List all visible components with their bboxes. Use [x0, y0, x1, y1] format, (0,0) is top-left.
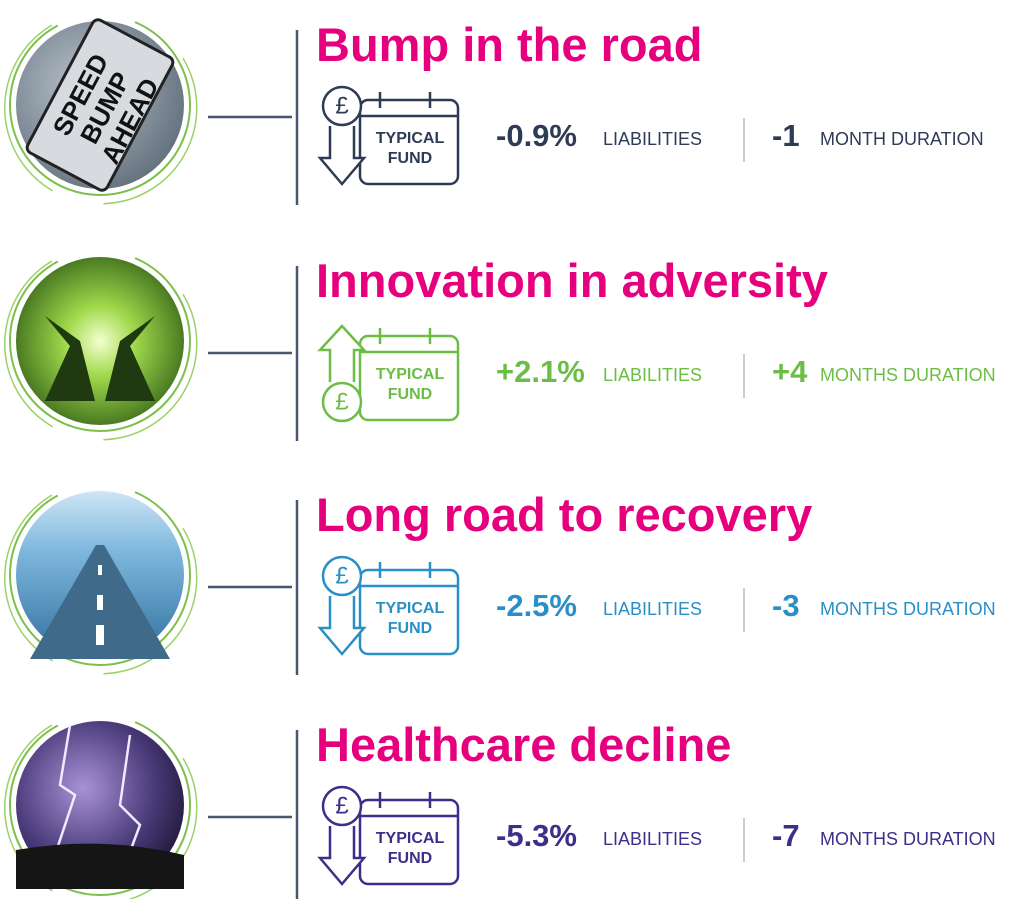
arrow	[320, 326, 364, 382]
fund-icon: TYPICAL FUND £	[320, 87, 458, 184]
scenario: Innovation in adversity TYPICAL FUND £ +2.1%…	[0, 213, 996, 475]
ground	[16, 844, 184, 889]
liabilities-label: LIABILITIES	[603, 829, 702, 849]
liabilities-label: LIABILITIES	[603, 599, 702, 619]
photo	[16, 257, 184, 425]
icon-line2: FUND	[388, 386, 432, 403]
icon-line1: TYPICAL	[376, 600, 445, 617]
icon-line1: TYPICAL	[376, 130, 445, 147]
scenario: Long road to recovery TYPICAL FUND £ -2.5% LI…	[0, 447, 996, 709]
icon-line2: FUND	[388, 620, 432, 637]
icon-line2: FUND	[388, 150, 432, 167]
liabilities-label: LIABILITIES	[603, 365, 702, 385]
duration-value: -1	[772, 118, 800, 153]
liabilities-value: +2.1%	[496, 354, 585, 389]
currency: £	[335, 792, 348, 819]
road-mark	[96, 625, 104, 645]
currency: £	[335, 92, 348, 119]
fund-icon: TYPICAL FUND £	[320, 557, 458, 654]
fund-icon: TYPICAL FUND £	[320, 787, 458, 884]
arrow	[320, 596, 364, 654]
duration-label: MONTHS DURATION	[820, 829, 996, 849]
currency: £	[335, 388, 348, 415]
liabilities-value: -5.3%	[496, 818, 577, 853]
icon-line1: TYPICAL	[376, 366, 445, 383]
duration-value: +4	[772, 354, 808, 389]
page: SPEEDBUMPAHEADBump in the roadTYPICALFUN…	[0, 0, 1025, 899]
arrow	[320, 826, 364, 884]
scenario-title: Healthcare decline	[316, 718, 731, 771]
liabilities-value: -2.5%	[496, 588, 577, 623]
liabilities-value: -0.9%	[496, 118, 577, 153]
infographic: SPEEDBUMPAHEADBump in the roadTYPICALFUN…	[0, 0, 1025, 899]
duration-label: MONTHS DURATION	[820, 599, 996, 619]
scenario-title: Long road to recovery	[316, 488, 812, 541]
road-mark	[98, 565, 102, 575]
fund-icon: TYPICAL FUND £	[320, 326, 458, 421]
road-mark	[97, 595, 103, 610]
scenario-title: Bump in the road	[316, 18, 702, 71]
arrow	[320, 126, 364, 184]
icon-line2: FUND	[388, 850, 432, 867]
duration-label: MONTH DURATION	[820, 129, 984, 149]
duration-value: -3	[772, 588, 800, 623]
scenario-title: Innovation in adversity	[316, 254, 828, 307]
duration-value: -7	[772, 818, 800, 853]
currency: £	[335, 562, 348, 589]
scenario: Healthcare decline TYPICAL FUND £ -5.3% LIABI…	[0, 677, 996, 899]
liabilities-label: LIABILITIES	[603, 129, 702, 149]
icon-line1: TYPICAL	[376, 830, 445, 847]
duration-label: MONTHS DURATION	[820, 365, 996, 385]
